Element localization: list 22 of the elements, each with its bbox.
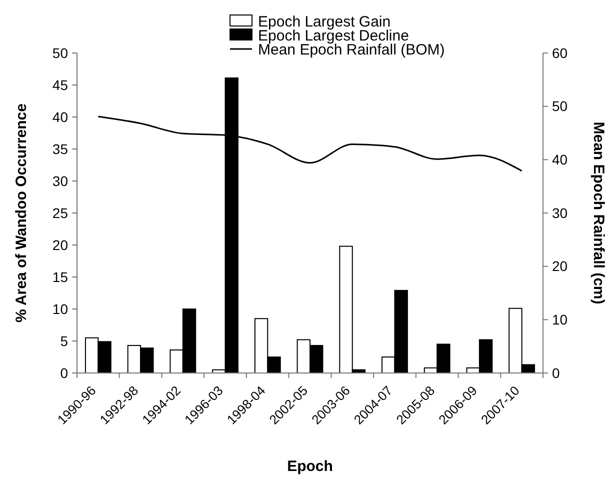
y2-tick-label: 50 [552,98,568,114]
y-tick-label: 10 [52,300,68,317]
y2-tick-label: 10 [552,312,568,328]
y-tick-label: 50 [52,44,68,61]
y2-tick-label: 0 [552,364,560,381]
y-tick-label: 20 [52,236,68,253]
x-axis-title: Epoch [287,458,333,475]
y-tick-label: 25 [52,204,68,221]
y2-axis-title: Mean Epoch Rainfall (cm) [590,122,607,304]
y2-tick-label: 30 [552,204,568,221]
y-tick-label: 5 [60,332,68,349]
y2-tick-label: 40 [552,152,568,168]
y-tick-label: 40 [52,108,68,125]
y2-tick-label: 20 [552,258,568,274]
y-tick-label: 35 [52,140,68,157]
y2-tick-label: 60 [552,44,568,61]
y-tick-label: 0 [60,364,68,381]
y-tick-label: 45 [52,76,68,93]
y-axis-title: % Area of Wandoo Occurrence [13,104,30,322]
legend-label: Epoch Largest Gain [258,13,391,30]
y-tick-label: 15 [52,268,68,285]
y-tick-label: 30 [52,172,68,189]
